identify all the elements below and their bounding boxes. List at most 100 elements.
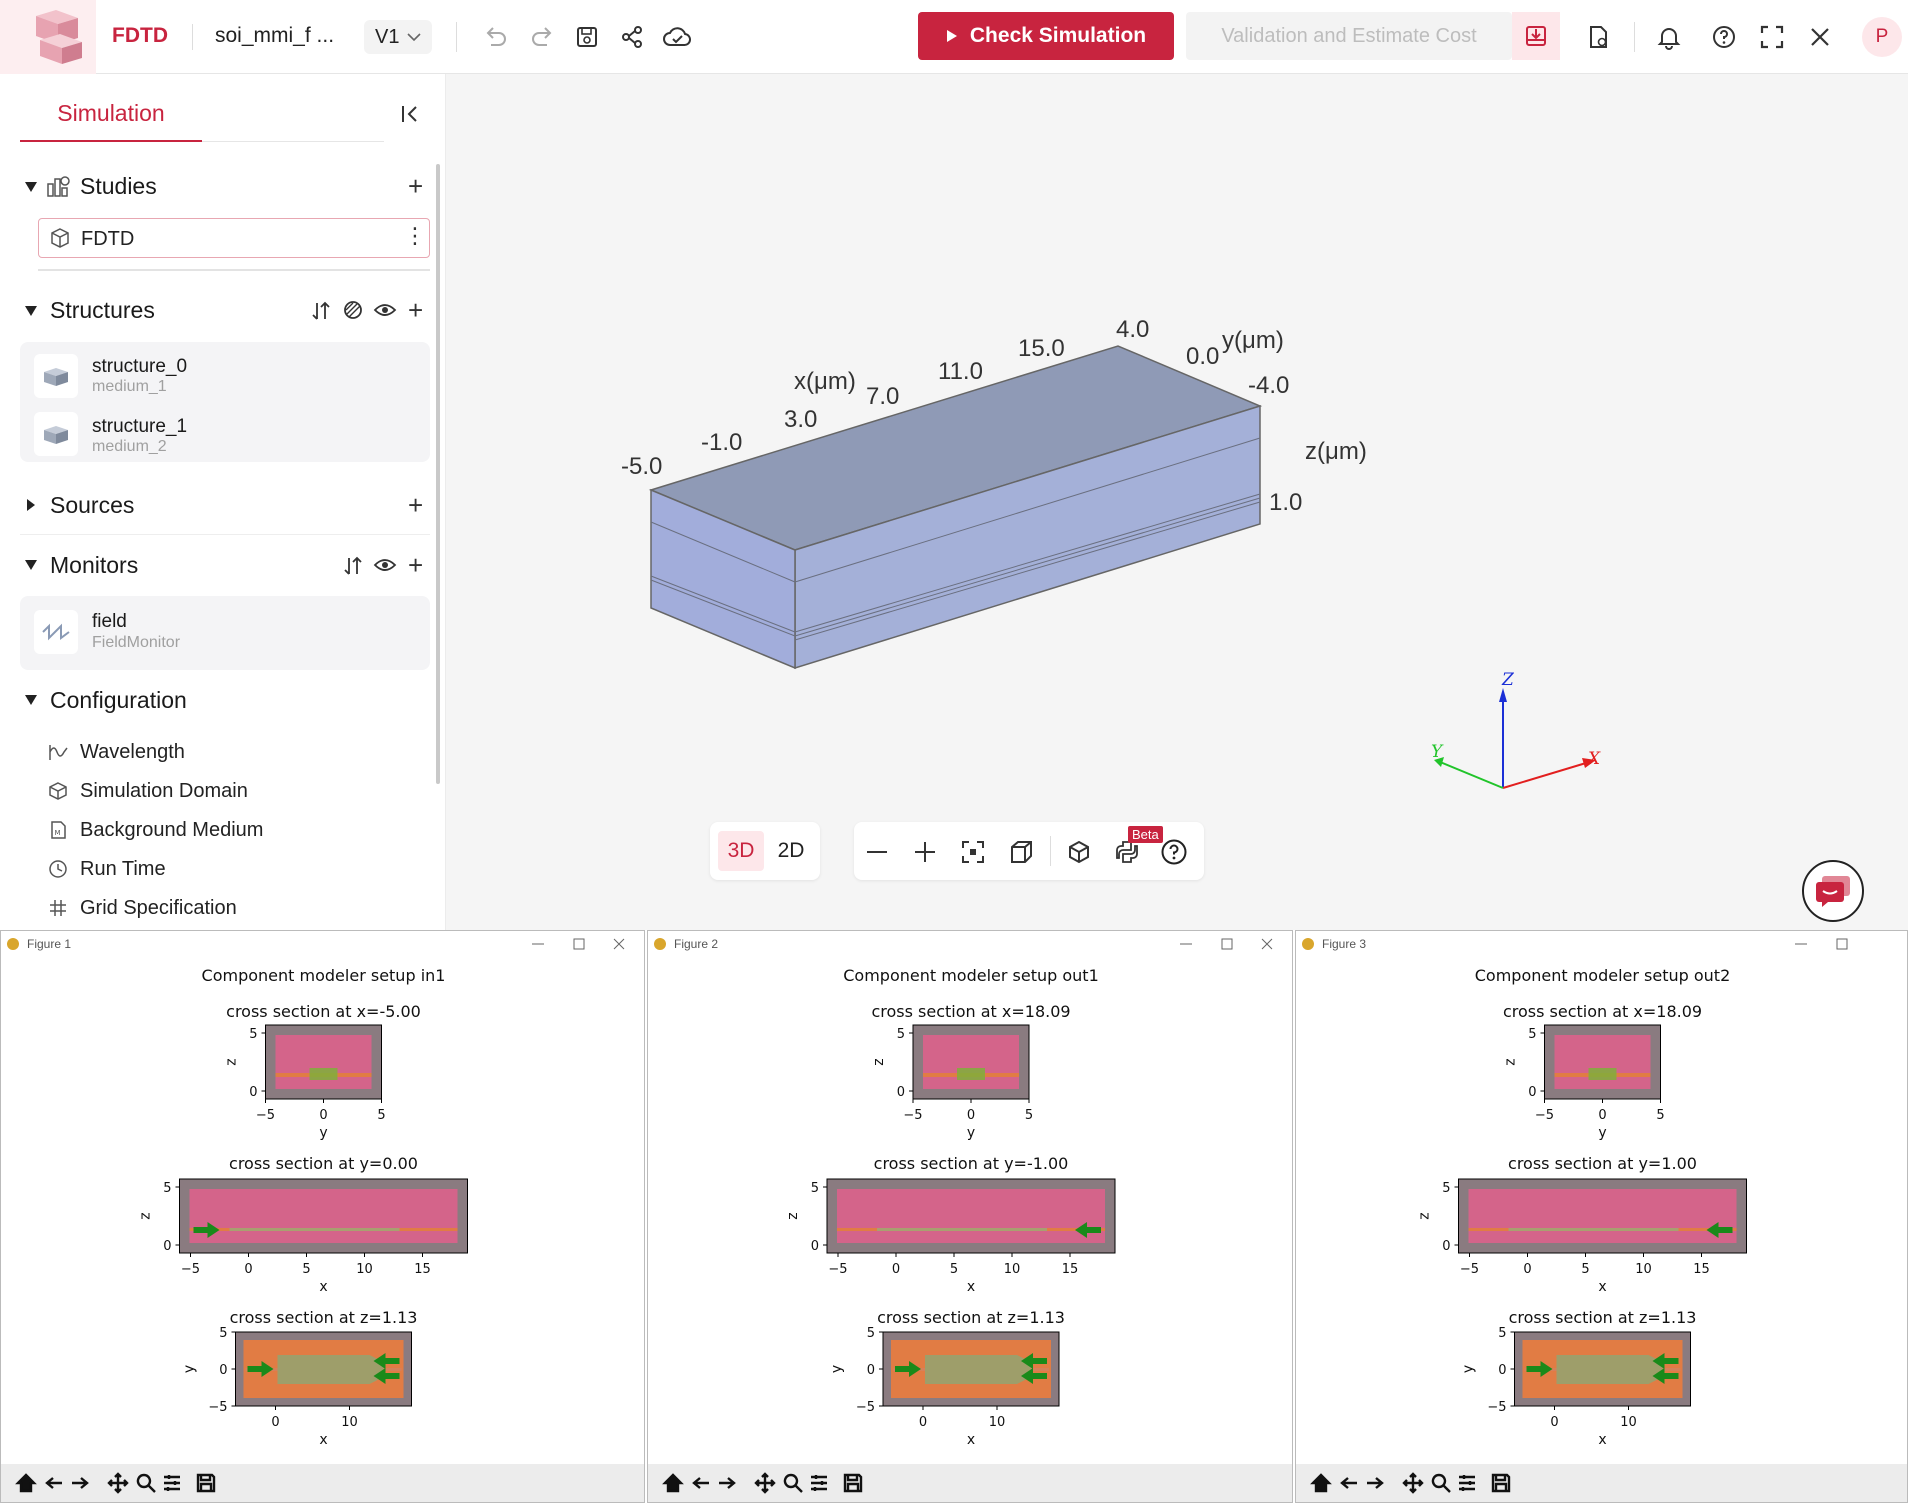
sim-domain xyxy=(923,1035,1019,1089)
pan-icon[interactable] xyxy=(754,1472,776,1494)
view-2d-button[interactable]: 2D xyxy=(768,831,814,871)
study-item-fdtd[interactable]: FDTD ⋮ xyxy=(38,218,430,258)
eye-icon[interactable] xyxy=(373,300,397,320)
add-study-button[interactable]: + xyxy=(408,171,424,201)
python-logo-icon xyxy=(654,938,666,950)
document-settings-button[interactable] xyxy=(1580,19,1616,55)
home-icon[interactable] xyxy=(662,1473,684,1493)
rotate-cube-icon[interactable] xyxy=(1066,839,1092,865)
app-logo[interactable] xyxy=(0,0,96,74)
maximize-icon[interactable] xyxy=(573,938,585,950)
submit-run-button[interactable] xyxy=(1512,12,1560,60)
share-button[interactable] xyxy=(614,19,650,55)
pan-icon[interactable] xyxy=(107,1472,129,1494)
box-view-icon[interactable] xyxy=(1008,839,1034,865)
caret-down-icon[interactable] xyxy=(24,305,38,317)
config-grid-specification[interactable]: Grid Specification xyxy=(48,893,237,923)
close-icon[interactable] xyxy=(1261,938,1273,950)
save-button[interactable] xyxy=(569,19,605,55)
figure-canvas[interactable]: Component modeler setup in1 cross section… xyxy=(1,931,645,1503)
config-simulation-domain[interactable]: Simulation Domain xyxy=(48,776,248,806)
structure-0-name[interactable]: structure_0 xyxy=(92,356,188,377)
figure-canvas[interactable]: Component modeler setup out2 cross sectio… xyxy=(1296,931,1908,1503)
study-more-menu-icon[interactable]: ⋮ xyxy=(404,223,426,248)
python-logo-icon xyxy=(1302,938,1314,950)
back-arrow-icon[interactable] xyxy=(45,1477,62,1489)
mesh-icon[interactable] xyxy=(342,299,364,321)
configure-subplots-icon[interactable] xyxy=(811,1475,827,1491)
help-icon[interactable] xyxy=(1160,838,1188,866)
tab-simulation[interactable]: Simulation xyxy=(20,96,202,142)
save-icon[interactable] xyxy=(1491,1473,1511,1493)
caret-down-icon[interactable] xyxy=(24,694,38,706)
undo-button[interactable] xyxy=(478,19,514,55)
sim-domain xyxy=(837,1189,1105,1243)
home-icon[interactable] xyxy=(15,1473,37,1493)
sort-icon[interactable] xyxy=(343,555,363,577)
back-arrow-icon[interactable] xyxy=(1340,1477,1357,1489)
close-icon[interactable] xyxy=(613,938,625,950)
sidebar-scrollbar[interactable] xyxy=(436,164,440,784)
redo-button[interactable] xyxy=(524,19,560,55)
avatar[interactable]: P xyxy=(1862,17,1902,57)
add-source-button[interactable]: + xyxy=(408,490,424,520)
x-tick-label: 10 xyxy=(341,1415,358,1430)
avatar-letter: P xyxy=(1875,26,1889,47)
chat-support-button[interactable] xyxy=(1802,860,1864,922)
check-status-button[interactable] xyxy=(659,19,695,55)
notifications-button[interactable] xyxy=(1651,19,1687,55)
x-axis-label: x xyxy=(967,1279,975,1295)
close-button[interactable] xyxy=(1802,19,1838,55)
check-simulation-button[interactable]: Check Simulation xyxy=(918,12,1174,60)
redo-icon xyxy=(532,27,552,46)
forward-arrow-icon[interactable] xyxy=(72,1477,89,1489)
3d-scene[interactable]: x(μm) -5.0 -1.0 3.0 7.0 11.0 15.0 4.0 0.… xyxy=(446,74,1908,930)
forward-arrow-icon[interactable] xyxy=(1367,1477,1384,1489)
back-arrow-icon[interactable] xyxy=(692,1477,709,1489)
save-icon[interactable] xyxy=(843,1473,863,1493)
panel-xz: cross section at y=-1.00 −5 0 5 10 15 5 0 x z xyxy=(785,1154,1116,1295)
home-icon[interactable] xyxy=(1310,1473,1332,1493)
port-arrow xyxy=(1075,1222,1101,1238)
project-name[interactable]: soi_mmi_f ... xyxy=(215,24,335,47)
add-monitor-button[interactable]: + xyxy=(408,550,424,580)
y-tick-label: 5 xyxy=(1528,1027,1536,1042)
zoom-icon[interactable] xyxy=(783,1473,803,1493)
maximize-icon[interactable] xyxy=(1221,938,1233,950)
caret-down-icon[interactable] xyxy=(24,181,38,193)
config-background-medium[interactable]: M Background Medium xyxy=(48,815,263,845)
maximize-icon[interactable] xyxy=(1836,938,1848,950)
zoom-out-icon[interactable] xyxy=(864,839,890,865)
validation-estimate-button[interactable]: Validation and Estimate Cost xyxy=(1186,12,1512,60)
forward-arrow-icon[interactable] xyxy=(719,1477,736,1489)
config-wavelength[interactable]: Wavelength xyxy=(48,737,185,767)
caret-down-icon[interactable] xyxy=(24,559,38,571)
structure-1-name[interactable]: structure_1 xyxy=(92,416,188,437)
monitor-field-name[interactable]: field xyxy=(92,611,127,632)
config-run-time[interactable]: Run Time xyxy=(48,854,166,884)
app-name[interactable]: FDTD xyxy=(112,24,168,47)
configure-subplots-icon[interactable] xyxy=(164,1475,180,1491)
view-3d-button[interactable]: 3D xyxy=(718,831,764,871)
version-select[interactable]: V1 xyxy=(364,20,432,54)
mmi-body xyxy=(277,1355,384,1384)
triad-x-label: X xyxy=(1586,749,1601,769)
python-script-icon[interactable] xyxy=(1114,839,1140,865)
help-button[interactable] xyxy=(1706,19,1742,55)
pan-icon[interactable] xyxy=(1402,1472,1424,1494)
view-2d-label: 2D xyxy=(777,839,805,862)
save-icon[interactable] xyxy=(196,1473,216,1493)
zoom-icon[interactable] xyxy=(1431,1473,1451,1493)
figure-canvas[interactable]: Component modeler setup out1 cross sectio… xyxy=(648,931,1293,1503)
3d-viewport[interactable]: x(μm) -5.0 -1.0 3.0 7.0 11.0 15.0 4.0 0.… xyxy=(446,74,1908,930)
eye-icon[interactable] xyxy=(373,555,397,575)
fullscreen-button[interactable] xyxy=(1754,19,1790,55)
add-structure-button[interactable]: + xyxy=(408,295,424,325)
fit-view-icon[interactable] xyxy=(960,839,986,865)
zoom-icon[interactable] xyxy=(136,1473,156,1493)
collapse-sidebar-button[interactable] xyxy=(392,96,428,132)
zoom-in-icon[interactable] xyxy=(912,839,938,865)
caret-right-icon[interactable] xyxy=(26,498,36,512)
sort-icon[interactable] xyxy=(311,300,331,322)
configure-subplots-icon[interactable] xyxy=(1459,1475,1475,1491)
